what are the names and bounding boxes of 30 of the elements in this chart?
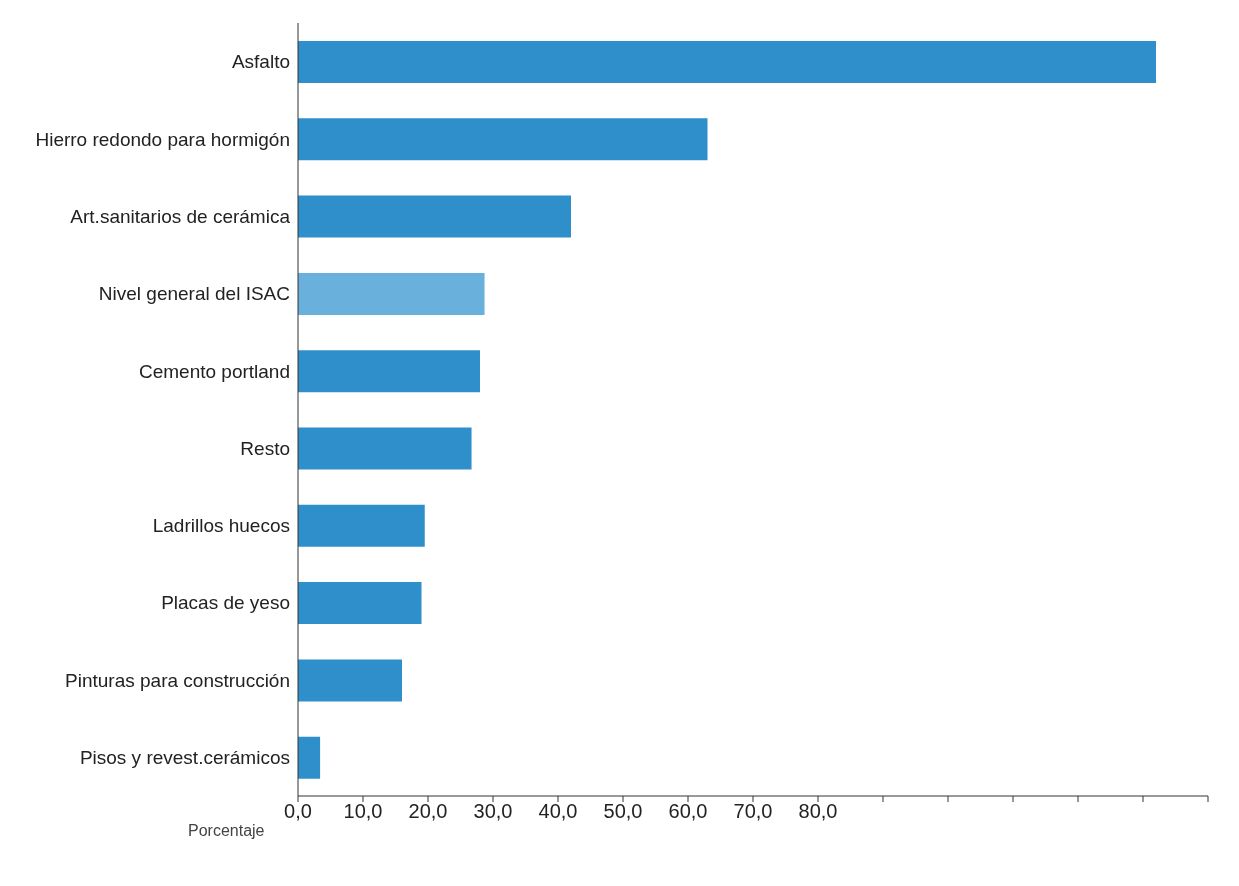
x-tick-label: 20,0 (408, 800, 448, 823)
bar (298, 736, 321, 779)
y-tick-label: Placas de yeso (161, 592, 290, 614)
y-tick-label: Pinturas para construcción (65, 669, 290, 691)
y-tick-label: Asfalto (231, 51, 290, 73)
y-tick-label: Pisos y revest.cerámicos (79, 747, 290, 769)
x-tick-label: 70,0 (733, 800, 773, 823)
x-tick-label: 40,0 (538, 800, 578, 823)
y-tick-label: Art.sanitarios de cerámica (70, 205, 291, 227)
y-tick-label: Cemento portland (138, 360, 290, 382)
bar (298, 504, 425, 547)
y-tick-label: Hierro redondo para hormigón (35, 128, 290, 150)
bar (298, 118, 708, 161)
bar (298, 427, 472, 470)
y-tick-label: Nivel general del ISAC (98, 283, 290, 305)
x-tick-label: 30,0 (473, 800, 513, 823)
bar (298, 41, 1156, 83)
y-tick-label: Resto (240, 437, 290, 459)
y-tick-label: Ladrillos huecos (152, 515, 290, 537)
bar (298, 582, 422, 625)
x-tick-label: 60,0 (668, 800, 708, 823)
bar (298, 350, 480, 393)
bar (298, 195, 571, 238)
x-tick-label: 0,0 (284, 800, 312, 823)
bar (298, 659, 402, 702)
x-axis-title: Porcentaje (188, 822, 265, 839)
x-tick-label: 50,0 (603, 800, 643, 823)
x-tick-label: 80,0 (798, 800, 838, 823)
bar (298, 272, 485, 315)
x-tick-label: 10,0 (343, 800, 383, 823)
